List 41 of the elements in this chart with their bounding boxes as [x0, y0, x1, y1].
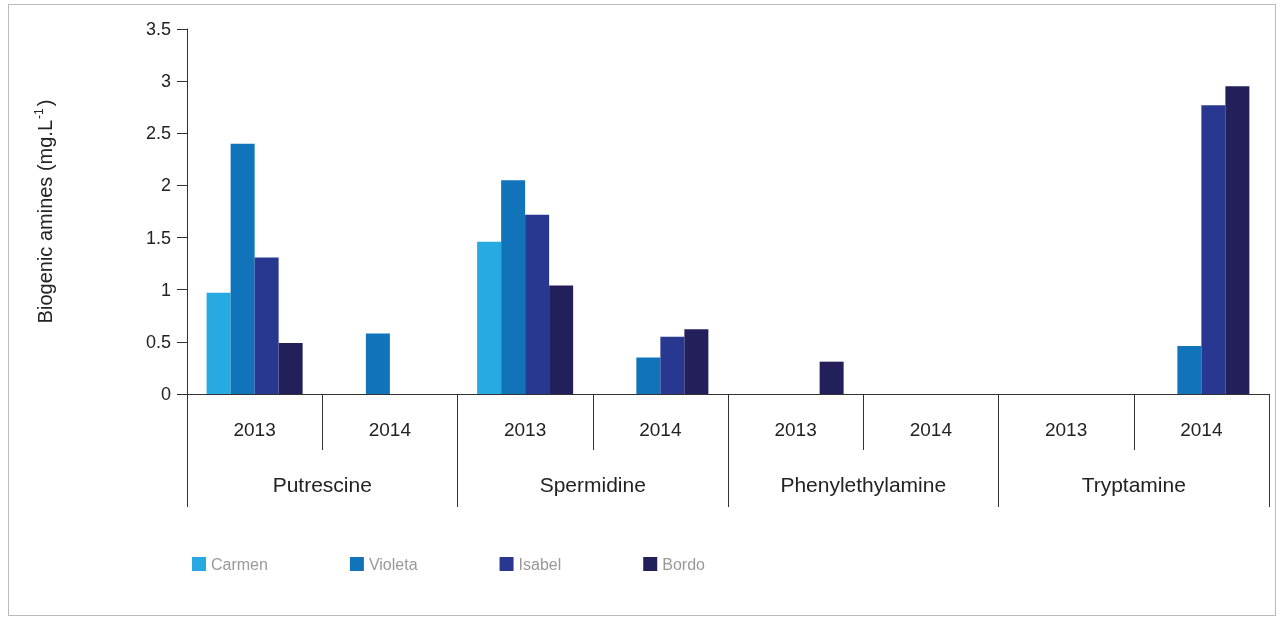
bar — [549, 285, 574, 394]
legend-label: Bordo — [662, 555, 706, 573]
y-tick-label: 0.5 — [145, 331, 171, 352]
bar — [1201, 105, 1226, 394]
y-tick-label: 0 — [160, 384, 171, 404]
y-axis-title: Biogenic amines (mg.L-1) — [32, 99, 56, 324]
x-tick-label: 2014 — [1180, 419, 1223, 440]
text: Tryptamine — [1081, 473, 1186, 496]
bar — [660, 336, 685, 394]
bar — [1177, 346, 1202, 394]
y-tick-label: 2.5 — [145, 123, 171, 144]
y-tick-label: 1 — [160, 279, 171, 300]
y-tick-label: 2 — [160, 175, 171, 196]
text: Phenylethylamine — [780, 473, 947, 496]
text: Putrescine — [272, 473, 372, 496]
x-tick-label: 2014 — [909, 419, 953, 440]
x-tick-label: 2014 — [639, 419, 682, 440]
y-tick-label: 3.5 — [145, 19, 171, 39]
y-tick-label: 3 — [160, 71, 171, 92]
bar — [684, 329, 709, 394]
x-tick-label: 2013 — [1044, 419, 1088, 440]
bar — [501, 180, 526, 394]
legend-label: Isabel — [518, 555, 562, 573]
bar — [365, 333, 390, 394]
bar — [1225, 86, 1250, 394]
legend-label: Carmen — [211, 555, 268, 573]
bar — [636, 357, 661, 394]
bar — [278, 342, 303, 394]
x-tick-label: 2013 — [503, 419, 547, 440]
bar — [477, 241, 502, 394]
x-tick-label: 2013 — [774, 419, 817, 440]
legend-label: Violeta — [368, 555, 418, 573]
x-tick-label: 2014 — [368, 419, 412, 440]
bar — [206, 292, 231, 394]
bar — [525, 214, 550, 394]
bar — [230, 143, 255, 394]
bar — [254, 257, 279, 394]
x-tick-label: 2013 — [233, 419, 276, 440]
y-tick-label: 1.5 — [145, 227, 171, 248]
text: Spermidine — [539, 473, 646, 496]
bar — [819, 361, 844, 394]
